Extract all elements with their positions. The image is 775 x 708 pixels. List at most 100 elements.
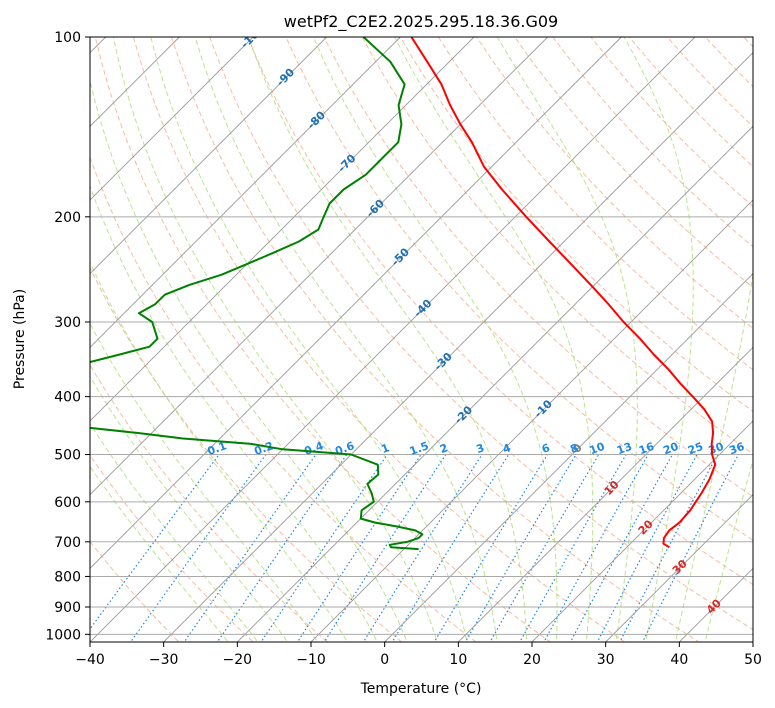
moist-adiabat	[90, 375, 289, 642]
x-tick-label: −20	[223, 652, 253, 668]
x-tick-label: −30	[149, 652, 179, 668]
mixing-ratio-label: 2	[438, 441, 450, 456]
mixing-ratio-label: 0.4	[302, 439, 325, 458]
x-tick-label: 20	[523, 652, 541, 668]
isotherm-label: -10	[532, 397, 555, 420]
moist-adiabat	[313, 37, 558, 642]
mixing-ratio-line	[391, 454, 510, 642]
mixing-ratio-line	[433, 454, 549, 642]
moist-adiabat	[194, 37, 498, 642]
moist-adiabat	[704, 458, 753, 642]
y-tick-label: 800	[54, 569, 81, 585]
mixing-ratio-label: 36	[727, 440, 746, 458]
dry-adiabat	[90, 155, 477, 642]
mixing-ratio-label: 16	[637, 440, 656, 458]
dry-adiabat	[323, 37, 753, 498]
moist-adiabat	[90, 260, 348, 642]
isotherm-label: 10	[602, 478, 622, 498]
isotherm-line	[531, 420, 753, 642]
moist-adiabat	[247, 37, 528, 642]
isotherms	[90, 37, 753, 642]
isotherm-line	[384, 273, 753, 642]
x-tick-label: 40	[670, 652, 688, 668]
mixing-ratio-label: 25	[686, 440, 705, 457]
x-axis-ticks: −40 −30 −20 −10 0 10 20 30 40 50	[75, 642, 762, 668]
x-tick-label: −10	[296, 652, 326, 668]
dry-adiabat	[209, 37, 753, 631]
mixing-ratio-labels: 0.1 0.2 0.4 0.6 1 1.5 2 3 4 6 8 10 13 16 20 25 30 36	[206, 439, 747, 458]
isotherm-line	[163, 52, 753, 642]
y-tick-label: 400	[54, 390, 81, 406]
mixing-ratio-line	[641, 454, 739, 642]
mixing-ratio-label: 6	[540, 441, 552, 456]
y-tick-label: 100	[54, 30, 81, 46]
x-axis-label: Temperature (°C)	[360, 681, 482, 697]
y-tick-label: 600	[54, 495, 81, 511]
isotherm-line	[679, 567, 753, 642]
isotherm-label: -70	[335, 151, 358, 174]
mixing-ratio-label: 13	[615, 440, 634, 457]
moist-adiabat	[394, 37, 594, 642]
isotherm-line	[90, 37, 254, 201]
dry-adiabat	[476, 37, 753, 329]
y-tick-label: 200	[54, 210, 81, 226]
isotherm-line	[605, 494, 753, 642]
isotherm-line	[90, 37, 696, 642]
pressure-gridlines	[90, 37, 753, 635]
y-axis-ticks: 100 200 300 400 500 600 700 800 900 1000	[45, 30, 90, 643]
isotherm-label: 20	[636, 517, 656, 537]
moist-adiabat	[674, 271, 753, 642]
isotherm-label: -40	[411, 296, 434, 319]
mixing-ratio-line	[596, 454, 698, 642]
mixing-ratio-label: 20	[661, 440, 680, 458]
temperature-profile	[410, 37, 717, 549]
mixing-ratio-label: 0.2	[252, 439, 275, 458]
dry-adiabats	[90, 37, 753, 642]
y-tick-label: 300	[54, 315, 81, 331]
y-tick-label: 1000	[45, 627, 81, 643]
moist-adiabat	[112, 37, 438, 642]
isotherm-label: -20	[452, 403, 475, 426]
dry-adiabat	[437, 37, 753, 371]
mixing-ratio-label: 3	[474, 441, 486, 456]
y-tick-label: 500	[54, 448, 81, 464]
isotherm-label: -90	[274, 65, 297, 88]
isotherm-line	[752, 641, 753, 642]
isotherm-label: 40	[704, 596, 724, 616]
mixing-ratio-label: 1.5	[408, 439, 431, 458]
x-tick-label: 10	[449, 652, 467, 668]
plot-frame	[89, 36, 754, 643]
moist-adiabat	[623, 37, 694, 642]
moist-adiabat	[496, 37, 638, 642]
dry-adiabat	[90, 266, 403, 642]
mixing-ratio-line	[362, 454, 483, 642]
mixing-ratio-label: 0.1	[206, 439, 229, 458]
dry-adiabat	[514, 37, 753, 289]
mixing-ratio-line	[183, 454, 317, 642]
x-tick-label: 0	[380, 652, 389, 668]
plot-area: -100-90-80-70-60-50-40-30-20 -10010203040…	[90, 37, 753, 642]
mixing-ratio-label: 10	[588, 440, 607, 458]
isotherm-label: -80	[305, 108, 328, 131]
isotherm-line	[90, 37, 475, 422]
isotherm-line	[90, 37, 622, 569]
dry-adiabat	[704, 37, 753, 88]
dry-adiabat	[666, 37, 753, 128]
mixing-ratio-line	[323, 454, 447, 642]
y-tick-label: 900	[54, 600, 81, 616]
mixing-ratio-label: 4	[501, 441, 513, 456]
isotherm-line	[90, 37, 401, 348]
moist-adiabat	[90, 184, 378, 642]
dry-adiabat	[743, 37, 753, 48]
dry-adiabat	[399, 37, 753, 413]
isotherm-line	[458, 346, 753, 642]
mixing-ratio-line	[619, 454, 719, 642]
isotherm-line	[237, 125, 753, 642]
mixing-ratio-line	[260, 454, 388, 642]
mixing-ratio-label: 8	[569, 441, 581, 456]
y-tick-label: 700	[54, 535, 81, 551]
isotherm-label: -50	[389, 245, 412, 268]
moist-adiabat	[150, 37, 468, 642]
